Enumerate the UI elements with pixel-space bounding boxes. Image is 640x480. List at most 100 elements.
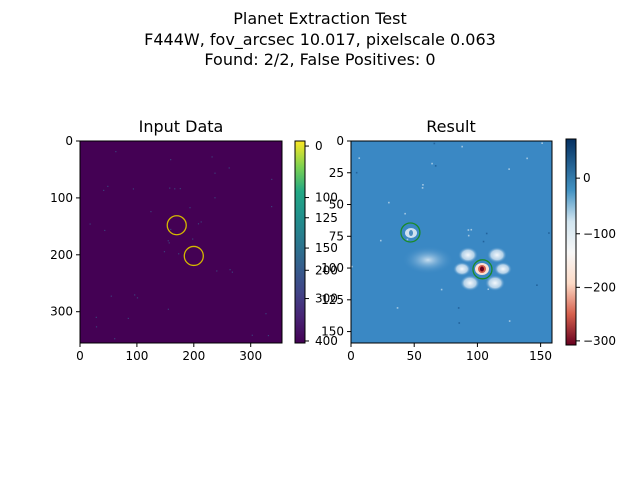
input-data-colorbar-ticks: 0 100 125 150 200 300 400: [305, 139, 338, 348]
noise-pixel: [508, 320, 511, 322]
noise-pixel: [422, 184, 424, 186]
noise-pixel: [169, 187, 171, 189]
noise-pixel: [115, 151, 117, 153]
input-data-image: [80, 141, 282, 343]
noise-pixel: [167, 240, 169, 242]
noise-pixel: [351, 265, 353, 268]
noise-pixel: [458, 322, 461, 324]
noise-pixel: [482, 240, 485, 243]
colorbar-tick-label: −200: [583, 280, 616, 294]
input-data-noise: [89, 151, 273, 340]
noise-pixel: [467, 234, 470, 237]
noise-pixel: [132, 188, 135, 190]
noise-pixel: [433, 142, 436, 145]
noise-pixel: [89, 223, 91, 225]
noise-pixel: [228, 167, 230, 169]
noise-pixel: [406, 238, 409, 241]
noise-pixel: [136, 297, 139, 299]
noise-pixel: [179, 188, 181, 190]
noise-pixel: [95, 316, 97, 318]
figure-title-line-1: Planet Extraction Test: [233, 9, 407, 28]
input-data-panel: Input Data 0 100 200 300 0 100 200 300: [50, 117, 283, 363]
noise-pixel: [104, 229, 106, 232]
noise-pixel: [214, 197, 216, 199]
noise-pixel: [110, 295, 112, 297]
y-tick-label: 50: [329, 198, 344, 212]
y-tick-label: 25: [329, 166, 344, 180]
input-data-title: Input Data: [139, 117, 224, 136]
noise-pixel: [178, 253, 180, 255]
x-tick-label: 150: [529, 349, 552, 363]
noise-pixel: [461, 145, 463, 148]
colorbar-tick-label: 400: [315, 334, 338, 348]
result-residual-pattern: [402, 228, 512, 291]
noise-pixel: [434, 165, 437, 167]
colorbar-tick-label: 150: [315, 241, 338, 255]
noise-pixel: [150, 211, 152, 213]
y-tick-label: 125: [321, 293, 344, 307]
noise-pixel: [216, 270, 218, 272]
colorbar-tick-label: 125: [315, 211, 338, 225]
x-tick-label: 100: [125, 349, 148, 363]
noise-pixel: [404, 212, 406, 215]
noise-pixel: [229, 269, 231, 271]
colorbar-tick-label: −300: [583, 334, 616, 348]
noise-pixel: [174, 188, 176, 190]
noise-pixel: [271, 205, 273, 208]
y-tick-label: 0: [65, 134, 73, 148]
input-data-colorbar-gradient: [294, 140, 306, 344]
input-data-x-ticks: 0 100 200 300: [76, 343, 262, 363]
y-tick-label: 300: [50, 305, 73, 319]
planet-marker-circle: [400, 222, 421, 243]
x-tick-label: 200: [182, 349, 205, 363]
noise-pixel: [114, 338, 116, 340]
figure-title-line-2: F444W, fov_arcsec 10.017, pixelscale 0.0…: [144, 30, 496, 50]
noise-pixel: [431, 162, 433, 165]
noise-pixel: [127, 317, 129, 320]
noise-pixel: [379, 239, 382, 242]
noise-pixel: [548, 232, 550, 234]
noise-pixel: [396, 307, 399, 309]
noise-pixel: [470, 228, 473, 231]
result-colorbar: 0 −100 −200 −300: [565, 138, 616, 348]
input-data-colorbar: 0 100 125 150 200 300 400: [294, 139, 338, 348]
x-tick-label: 50: [407, 349, 422, 363]
noise-pixel: [467, 229, 470, 231]
y-tick-label: 200: [50, 248, 73, 262]
noise-pixel: [214, 172, 216, 174]
noise-pixel: [103, 189, 105, 191]
noise-pixel: [170, 159, 172, 161]
noise-pixel: [508, 168, 510, 170]
noise-pixel: [168, 242, 170, 244]
planet-marker-circle: [183, 245, 204, 267]
noise-pixel: [134, 294, 136, 296]
colorbar-tick-label: 200: [315, 263, 338, 277]
noise-pixel: [265, 313, 267, 315]
noise-pixel: [457, 307, 460, 309]
noise-pixel: [358, 157, 361, 159]
result-colorbar-ticks: 0 −100 −200 −300: [576, 171, 616, 348]
noise-pixel: [167, 308, 169, 310]
noise-pixel: [95, 326, 98, 328]
input-data-y-ticks: 0 100 200 300: [50, 134, 80, 319]
noise-pixel: [200, 221, 202, 223]
x-tick-label: 0: [347, 349, 355, 363]
colorbar-tick-label: 0: [583, 171, 591, 185]
noise-pixel: [231, 271, 233, 273]
planet-marker-circle: [166, 215, 187, 236]
noise-pixel: [536, 284, 538, 286]
noise-pixel: [107, 185, 109, 187]
planet-marker-circle: [472, 259, 493, 280]
noise-pixel: [163, 251, 166, 253]
noise-pixel: [197, 223, 200, 225]
figure-title-line-3: Found: 2/2, False Positives: 0: [204, 50, 435, 69]
y-tick-label: 75: [329, 229, 344, 243]
noise-pixel: [192, 238, 194, 240]
colorbar-tick-label: 300: [315, 292, 338, 306]
input-data-frame: [79, 140, 283, 344]
result-image: [351, 141, 552, 343]
result-title: Result: [426, 117, 475, 136]
result-noise: [351, 142, 550, 324]
colorbar-tick-label: 0: [315, 139, 323, 153]
result-colorbar-gradient: [565, 138, 577, 346]
